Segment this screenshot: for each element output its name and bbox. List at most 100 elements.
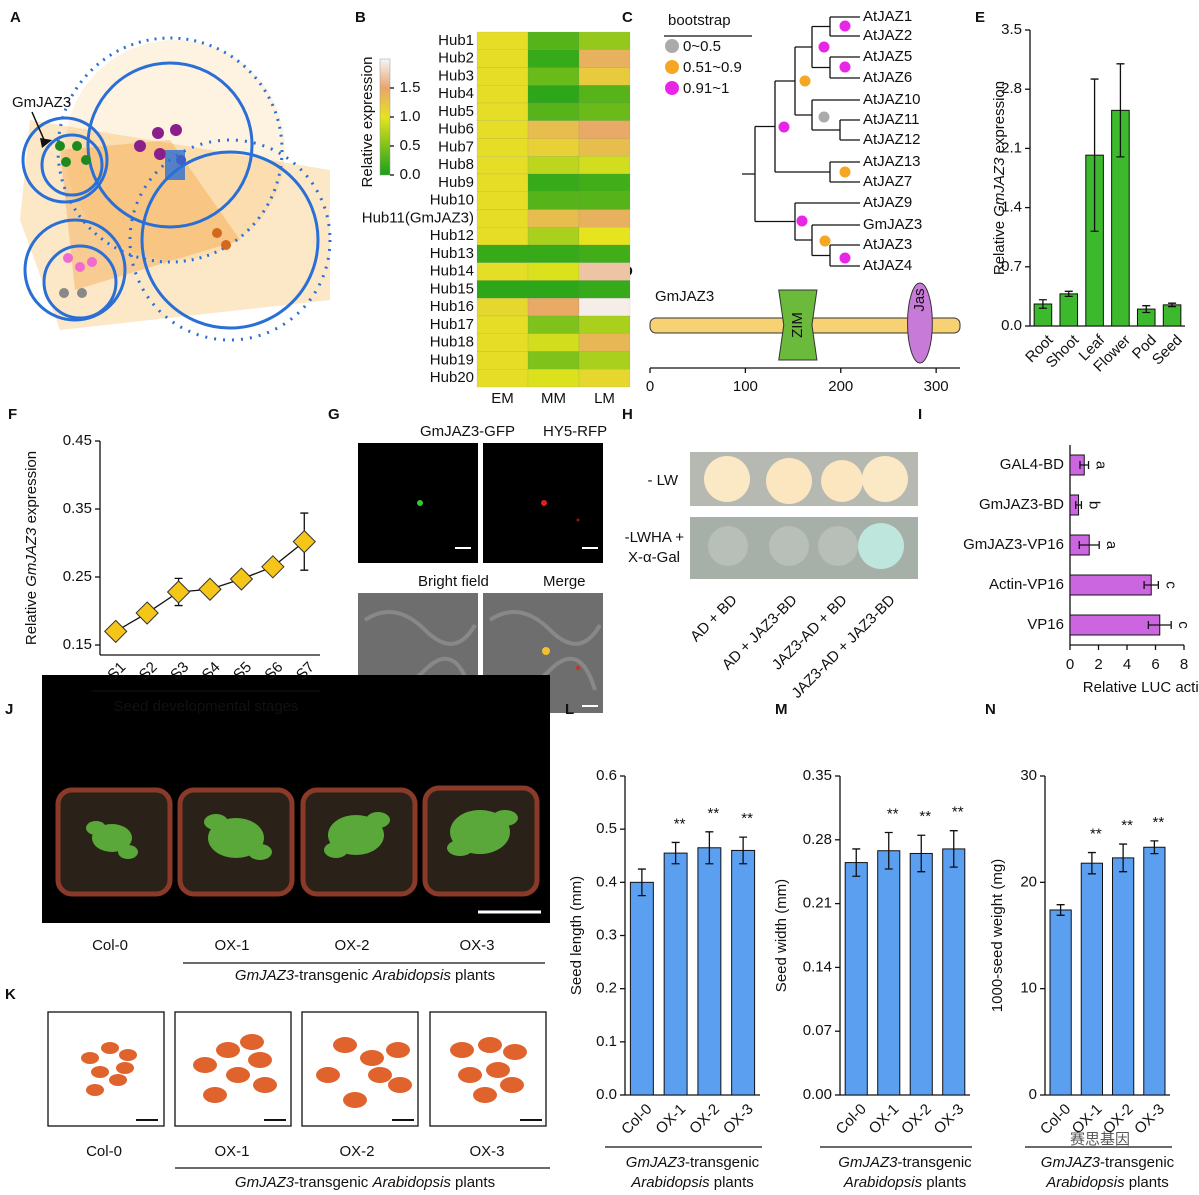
genotype-label: OX-2 bbox=[334, 937, 369, 954]
bar bbox=[629, 881, 654, 1096]
domain-name: ZIM bbox=[789, 312, 806, 338]
y-tick-label: 10 bbox=[1020, 980, 1037, 997]
circle-shape bbox=[704, 456, 750, 502]
ellipse-shape bbox=[500, 1077, 524, 1093]
y-axis-label: Seed width (mm) bbox=[773, 879, 790, 992]
row-label: Hub3 bbox=[438, 67, 474, 84]
g-shape bbox=[86, 810, 518, 860]
x-axis-label: Seed developmental stages bbox=[113, 698, 298, 715]
row-label: X-α-Gal bbox=[628, 549, 680, 566]
y-axis-label-part: Relative bbox=[23, 587, 40, 645]
circle-shape bbox=[56, 36, 284, 264]
y-axis-label-part: Seed length (mm) bbox=[568, 876, 585, 995]
heat-cell bbox=[578, 67, 631, 86]
circle-shape bbox=[212, 228, 222, 238]
ellipse-shape bbox=[91, 1066, 109, 1078]
group-label-part: GmJAZ3 bbox=[235, 1174, 295, 1191]
circle-shape bbox=[796, 215, 808, 227]
y-tick-label: GmJAZ3-BD bbox=[979, 496, 1064, 513]
y-tick-label: 0.28 bbox=[803, 831, 832, 848]
x-tick-label: OX-3 bbox=[720, 1101, 757, 1138]
row-label: Hub19 bbox=[430, 351, 474, 368]
ellipse-shape bbox=[368, 1067, 392, 1083]
group-label: GmJAZ3-transgenic Arabidopsis plants bbox=[235, 967, 495, 984]
genotype-label: OX-1 bbox=[214, 1143, 249, 1160]
x-axis-label-part: GmJAZ3 bbox=[838, 1154, 898, 1171]
leaf-label: AtJAZ4 bbox=[863, 257, 912, 274]
heat-cell bbox=[476, 209, 529, 228]
error-bar bbox=[1119, 843, 1128, 873]
colorbar-tick-label: 0.0 bbox=[400, 166, 421, 183]
y-tick-label: 0.21 bbox=[803, 895, 832, 912]
row-label: Hub12 bbox=[430, 227, 474, 244]
heat-cell bbox=[578, 369, 631, 388]
heat-cell bbox=[578, 156, 631, 175]
y-tick-label: 0.1 bbox=[596, 1033, 617, 1050]
x-tick-label: OX-3 bbox=[1131, 1101, 1168, 1138]
heat-cell bbox=[527, 209, 580, 228]
y-tick-label: Actin-VP16 bbox=[989, 576, 1064, 593]
heat-cell bbox=[527, 156, 580, 175]
x-axis-label-part: -transgenic bbox=[897, 1154, 972, 1171]
bar bbox=[942, 848, 966, 1096]
heat-cell bbox=[527, 369, 580, 388]
leaf-label: AtJAZ6 bbox=[863, 69, 912, 86]
group-label-part: -transgenic bbox=[294, 1174, 372, 1191]
group-label-part: plants bbox=[451, 967, 495, 984]
circle-shape bbox=[839, 252, 851, 264]
leaf-label: AtJAZ13 bbox=[863, 153, 921, 170]
row-label: Hub14 bbox=[430, 263, 474, 280]
significance: ** bbox=[1090, 826, 1102, 843]
leaf-label: AtJAZ1 bbox=[863, 8, 912, 25]
error-bar bbox=[1147, 621, 1172, 629]
circle-shape bbox=[665, 81, 679, 95]
ellipse-shape bbox=[486, 1062, 510, 1078]
error-bar bbox=[1168, 302, 1177, 308]
circle-shape bbox=[21, 116, 109, 204]
heat-cell bbox=[578, 102, 631, 121]
y-axis-label-part: Seed width (mm) bbox=[773, 879, 790, 992]
circle-shape bbox=[59, 288, 69, 298]
image-label: Bright field bbox=[418, 573, 489, 590]
circle-shape bbox=[63, 253, 73, 263]
y-tick-label: 2.1 bbox=[1001, 139, 1022, 156]
panel-label: C bbox=[622, 9, 633, 26]
row-label: Hub4 bbox=[438, 85, 474, 102]
ellipse-shape bbox=[118, 845, 138, 859]
error-bar bbox=[1056, 904, 1065, 916]
x-axis-label: Arabidopsis plants bbox=[843, 1174, 967, 1191]
heat-cell bbox=[476, 333, 529, 352]
genotype-label: Col-0 bbox=[92, 937, 128, 954]
heat-cell bbox=[476, 85, 529, 104]
circle-shape bbox=[152, 127, 164, 139]
genotype-label: OX-1 bbox=[214, 937, 249, 954]
x-tick-label: 300 bbox=[924, 378, 949, 395]
significance: ** bbox=[952, 804, 964, 821]
bar bbox=[1059, 293, 1079, 327]
marker bbox=[229, 567, 254, 591]
heat-cell bbox=[476, 244, 529, 263]
seed-photos bbox=[47, 1011, 550, 1169]
ellipse-shape bbox=[226, 1067, 250, 1083]
significance: ** bbox=[1121, 817, 1133, 834]
error-bar bbox=[1116, 63, 1125, 158]
heat-cell bbox=[527, 85, 580, 104]
legend-item: 0.91~1 bbox=[683, 80, 729, 97]
heat-cell bbox=[476, 351, 529, 370]
error-bar bbox=[1142, 305, 1151, 314]
circle-shape bbox=[769, 526, 809, 566]
error-bar bbox=[1064, 290, 1073, 298]
bar bbox=[697, 847, 722, 1096]
y-axis-label: 1000-seed weight (mg) bbox=[989, 859, 1006, 1012]
y-tick-label: VP16 bbox=[1027, 616, 1064, 633]
bar bbox=[1049, 909, 1072, 1096]
ellipse-shape bbox=[324, 842, 348, 858]
panel-label: H bbox=[622, 406, 633, 423]
circle-shape bbox=[818, 41, 830, 53]
error-bar bbox=[1150, 840, 1159, 855]
circle-shape bbox=[42, 244, 118, 320]
bar bbox=[844, 862, 868, 1096]
y-tick-label: 0.07 bbox=[803, 1022, 832, 1039]
panel-label: E bbox=[975, 9, 985, 26]
y-tick-label: 0.3 bbox=[596, 926, 617, 943]
